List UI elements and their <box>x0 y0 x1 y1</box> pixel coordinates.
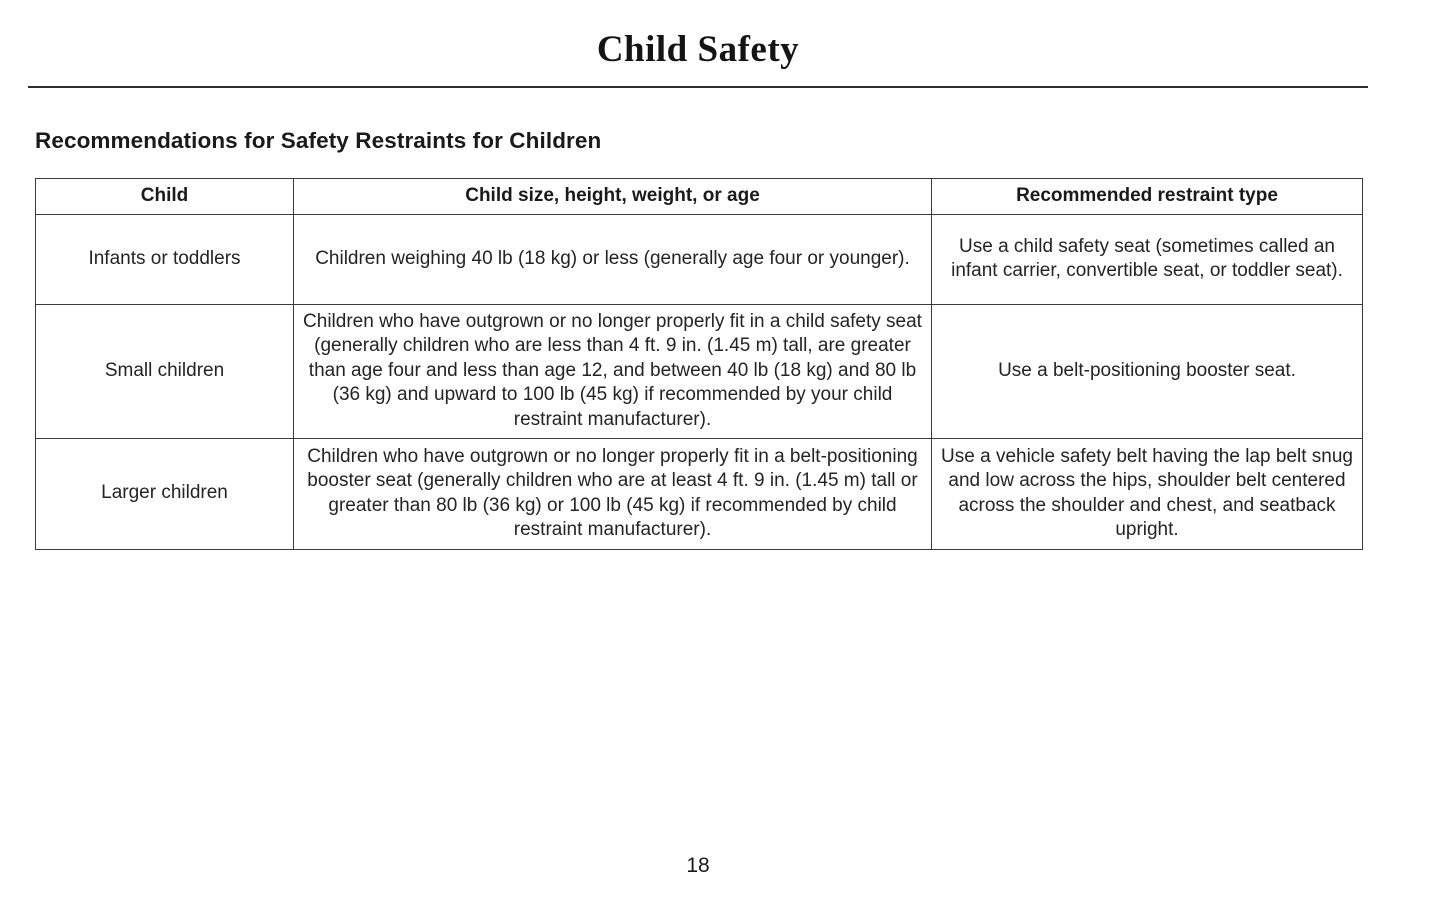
header-cell-size: Child size, height, weight, or age <box>293 177 932 215</box>
cell-size: Children who have outgrown or no longer … <box>293 303 932 439</box>
page-number: 18 <box>686 854 710 877</box>
page-content: Child Safety Recommendations for Safety … <box>28 0 1368 550</box>
section-heading: Recommendations for Safety Restraints fo… <box>35 127 602 153</box>
cell-restraint: Use a vehicle safety belt having the lap… <box>931 437 1363 550</box>
cell-child: Larger children <box>35 437 294 550</box>
cell-restraint: Use a belt-positioning booster seat. <box>931 303 1363 439</box>
header-cell-child: Child <box>35 177 294 215</box>
title-divider <box>28 85 1368 88</box>
cell-size: Children weighing 40 lb (18 kg) or less … <box>293 213 932 305</box>
table-row: Infants or toddlers Children weighing 40… <box>35 213 1363 305</box>
cell-size: Children who have outgrown or no longer … <box>293 437 932 550</box>
header-cell-restraint: Recommended restraint type <box>931 177 1363 215</box>
table-header-row: Child Child size, height, weight, or age… <box>35 177 1363 215</box>
table-row: Larger children Children who have outgro… <box>35 437 1363 550</box>
table-row: Small children Children who have outgrow… <box>35 303 1363 439</box>
page-title: Child Safety <box>596 29 800 70</box>
cell-child: Small children <box>35 303 294 439</box>
cell-child: Infants or toddlers <box>35 213 294 305</box>
restraints-table: Child Child size, height, weight, or age… <box>35 177 1363 550</box>
cell-restraint: Use a child safety seat (sometimes calle… <box>931 213 1363 305</box>
